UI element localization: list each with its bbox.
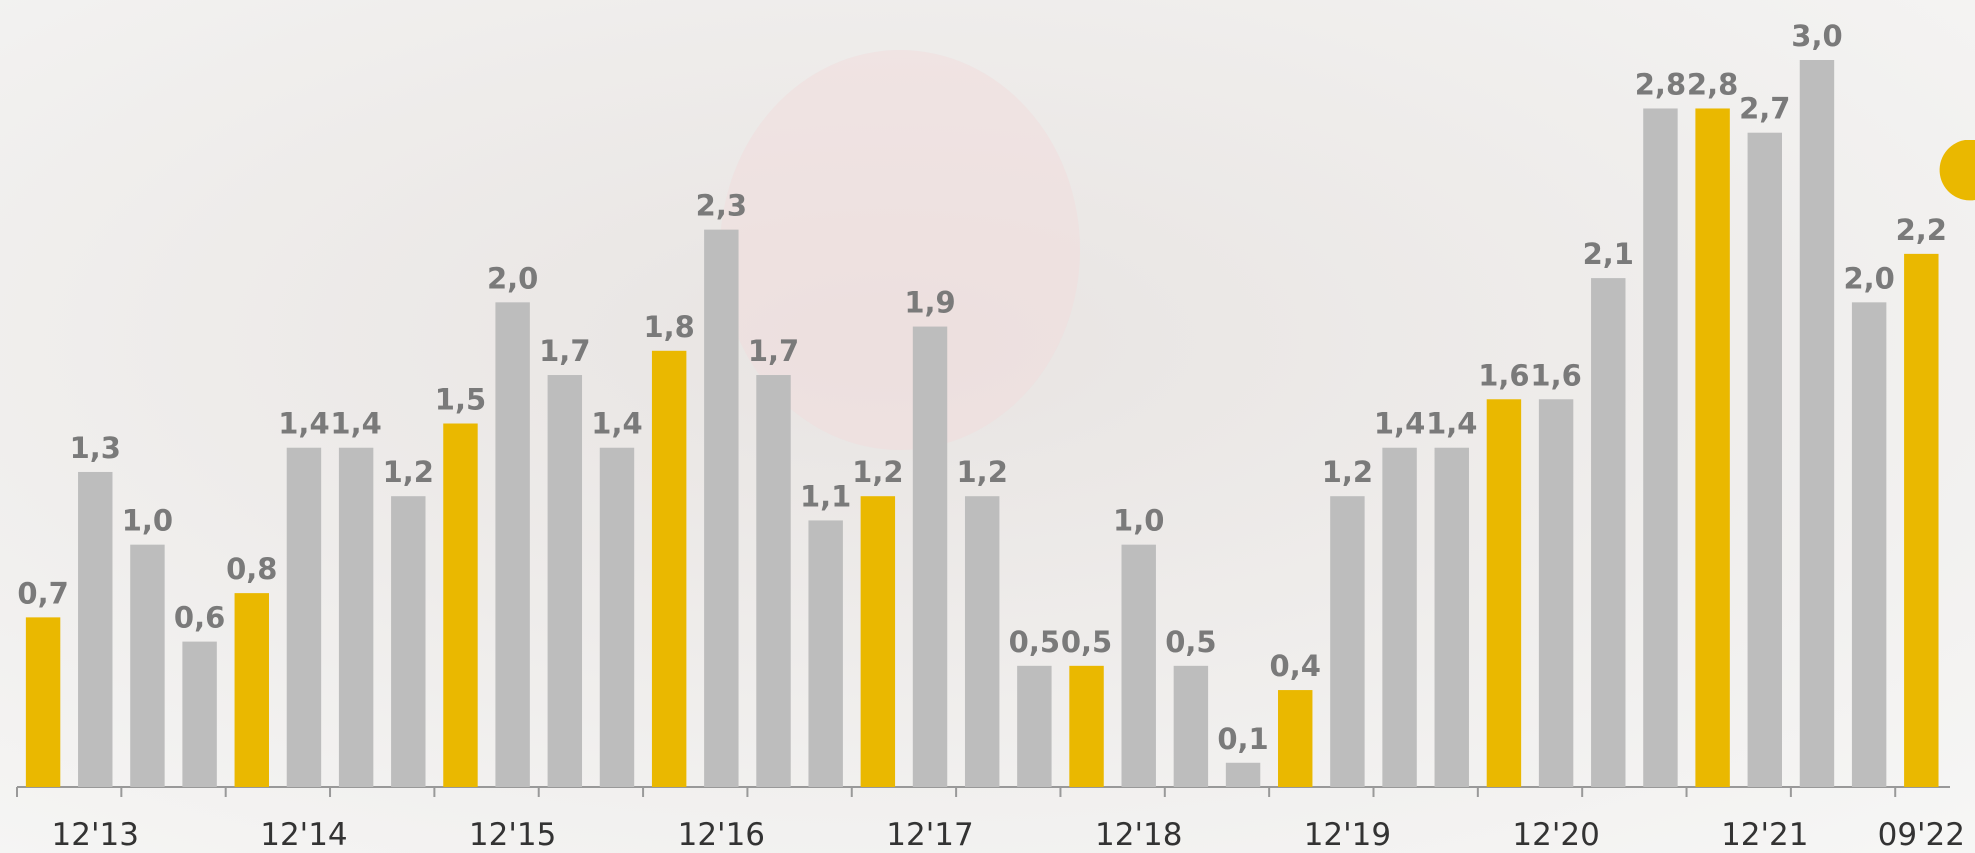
bar <box>1174 666 1208 787</box>
bar <box>1226 763 1260 787</box>
value-label: 0,8 <box>226 552 277 586</box>
bar <box>287 448 321 787</box>
value-label: 0,7 <box>17 576 68 610</box>
bar <box>339 448 373 787</box>
value-label: 1,2 <box>957 455 1008 489</box>
value-label: 0,5 <box>1009 625 1060 659</box>
bar <box>1330 496 1364 787</box>
bar <box>1069 666 1103 787</box>
bar <box>1487 399 1521 787</box>
value-label: 1,5 <box>435 383 486 417</box>
value-label: 1,2 <box>852 455 903 489</box>
bar <box>652 351 686 787</box>
bar <box>1382 448 1416 787</box>
value-label: 1,0 <box>122 504 173 538</box>
value-label: 1,1 <box>800 479 851 513</box>
bar <box>808 520 842 787</box>
value-label: 1,4 <box>591 407 642 441</box>
x-tick-label: 12'15 <box>469 817 556 853</box>
value-label: 1,2 <box>1322 455 1373 489</box>
bar <box>1748 133 1782 787</box>
x-tick-label: 12'14 <box>260 817 347 853</box>
x-tick-label: 12'20 <box>1512 817 1599 853</box>
bar <box>1591 278 1625 787</box>
bar <box>861 496 895 787</box>
x-tick-label: 12'19 <box>1304 817 1391 853</box>
x-tick-label: 09'22 <box>1878 817 1965 853</box>
bar <box>1017 666 1051 787</box>
value-label: 1,8 <box>643 310 694 344</box>
bar <box>1800 60 1834 787</box>
value-label: 1,3 <box>70 431 121 465</box>
bar <box>78 472 112 787</box>
bar <box>1904 254 1938 787</box>
chart: 0,712'131,31,00,60,812'141,41,41,21,512'… <box>0 0 1975 853</box>
bar <box>495 302 529 787</box>
x-tick-label: 12'21 <box>1721 817 1808 853</box>
value-label: 2,0 <box>487 261 538 295</box>
x-tick-label: 12'17 <box>886 817 973 853</box>
bar <box>965 496 999 787</box>
bar <box>600 448 634 787</box>
value-label: 0,5 <box>1061 625 1112 659</box>
value-label: 2,8 <box>1635 67 1686 101</box>
value-label: 1,0 <box>1113 504 1164 538</box>
value-label: 2,7 <box>1739 92 1790 126</box>
bar <box>1852 302 1886 787</box>
value-label: 1,6 <box>1530 358 1581 392</box>
value-label: 2,8 <box>1687 67 1738 101</box>
page: 0,712'131,31,00,60,812'141,41,41,21,512'… <box>0 0 1975 853</box>
bar <box>1121 545 1155 787</box>
value-label: 1,7 <box>748 334 799 368</box>
bar <box>1435 448 1469 787</box>
bar <box>26 617 60 787</box>
x-tick-label: 12'16 <box>678 817 765 853</box>
bar <box>391 496 425 787</box>
value-label: 0,6 <box>174 601 225 635</box>
value-label: 1,4 <box>278 407 329 441</box>
value-label: 3,0 <box>1791 19 1842 53</box>
value-label: 1,4 <box>1426 407 1477 441</box>
value-label: 1,4 <box>330 407 381 441</box>
bar <box>1643 108 1677 787</box>
bar <box>130 545 164 787</box>
bar <box>756 375 790 787</box>
value-label: 1,9 <box>904 286 955 320</box>
value-label: 0,4 <box>1270 649 1321 683</box>
bar <box>1539 399 1573 787</box>
value-label: 1,7 <box>539 334 590 368</box>
bar <box>704 230 738 787</box>
value-label: 1,6 <box>1478 358 1529 392</box>
value-label: 0,1 <box>1217 722 1268 756</box>
bar <box>548 375 582 787</box>
bar <box>235 593 269 787</box>
value-label: 1,2 <box>383 455 434 489</box>
bar <box>913 327 947 787</box>
bar <box>1695 108 1729 787</box>
x-tick-label: 12'13 <box>52 817 139 853</box>
bar <box>1278 690 1312 787</box>
x-tick-label: 12'18 <box>1095 817 1182 853</box>
value-label: 2,3 <box>696 189 747 223</box>
value-label: 1,4 <box>1374 407 1425 441</box>
value-label: 2,1 <box>1583 237 1634 271</box>
bar <box>443 424 477 788</box>
value-label: 0,5 <box>1165 625 1216 659</box>
value-label: 2,2 <box>1896 213 1947 247</box>
bar <box>182 642 216 787</box>
value-label: 2,0 <box>1843 261 1894 295</box>
